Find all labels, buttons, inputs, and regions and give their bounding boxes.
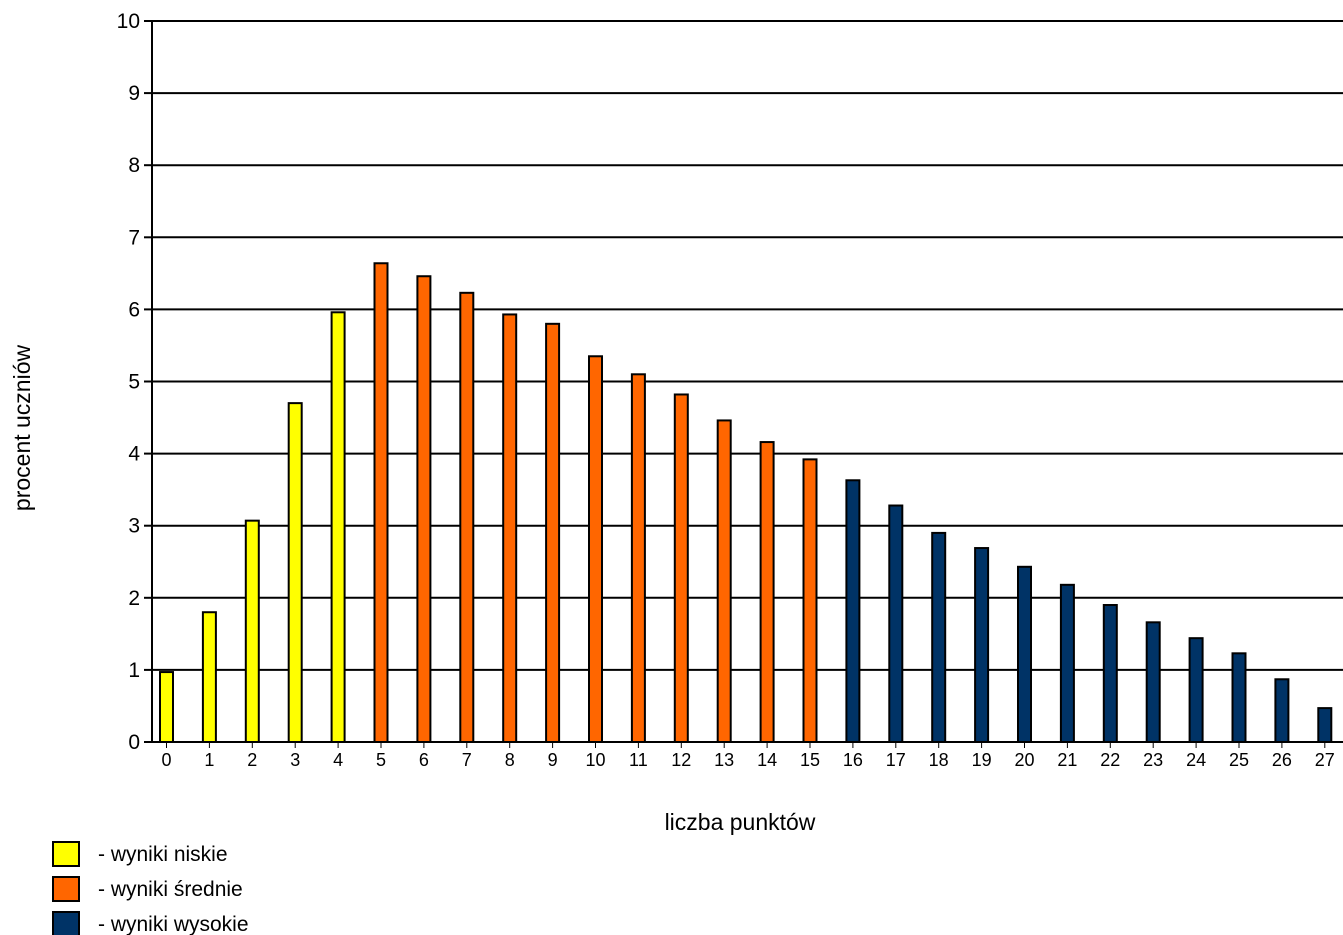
bar <box>845 479 861 743</box>
y-tick-label: 7 <box>128 226 140 249</box>
bar <box>330 311 346 743</box>
x-tick-label: 1 <box>204 750 214 770</box>
legend-label-low: - wyniki niskie <box>98 843 228 866</box>
legend-swatch-low <box>52 841 80 867</box>
x-tick-label: 6 <box>419 750 429 770</box>
bar <box>1231 652 1247 744</box>
bar <box>1145 621 1161 744</box>
bar <box>1017 565 1032 743</box>
x-tick-label: 0 <box>161 750 171 770</box>
bar <box>974 547 990 744</box>
bar <box>931 531 947 743</box>
legend-swatch-high <box>52 911 80 935</box>
y-tick-label: 8 <box>128 154 140 177</box>
x-tick-label: 5 <box>376 750 386 770</box>
bar <box>630 373 646 743</box>
y-axis-ticks: 0 1 2 3 4 5 6 7 8 9 10 <box>117 10 152 754</box>
bar <box>244 519 260 744</box>
x-tick-label: 14 <box>757 750 777 770</box>
x-tick-label: 13 <box>714 750 734 770</box>
bar <box>888 504 904 743</box>
bar <box>588 355 603 743</box>
x-tick-label: 8 <box>505 750 515 770</box>
y-tick-label: 2 <box>128 587 140 610</box>
x-tick-label: 7 <box>462 750 472 770</box>
x-tick-label: 26 <box>1272 750 1292 770</box>
bar <box>802 458 818 743</box>
bar <box>1188 637 1204 744</box>
x-tick-label: 9 <box>548 750 558 770</box>
x-tick-label: 16 <box>843 750 863 770</box>
x-axis-title: liczba punktów <box>665 809 816 835</box>
x-tick-label: 17 <box>886 750 906 770</box>
bar <box>1317 707 1333 743</box>
bar <box>716 419 732 743</box>
y-tick-label: 5 <box>128 371 140 394</box>
bar <box>287 402 303 743</box>
x-tick-label: 24 <box>1186 750 1206 770</box>
x-tick-label: 18 <box>929 750 949 770</box>
x-tick-label: 27 <box>1315 750 1335 770</box>
y-tick-label: 4 <box>128 443 140 466</box>
x-tick-label: 15 <box>800 750 820 770</box>
bar <box>673 393 689 743</box>
y-tick-label: 1 <box>128 659 140 682</box>
gridlines <box>152 20 1343 671</box>
y-axis-title: procent uczniów <box>9 345 35 512</box>
bar <box>545 322 561 743</box>
axes <box>151 21 1343 743</box>
x-tick-label: 19 <box>972 750 992 770</box>
bar <box>159 671 174 743</box>
bar <box>502 313 518 743</box>
x-tick-label: 2 <box>247 750 257 770</box>
y-tick-label: 0 <box>128 731 140 754</box>
bar <box>759 441 775 743</box>
legend-label-mid: - wyniki średnie <box>98 878 243 901</box>
x-tick-label: 12 <box>671 750 691 770</box>
y-tick-label: 9 <box>128 82 140 105</box>
x-tick-label: 3 <box>290 750 300 770</box>
bar <box>416 275 432 743</box>
y-tick-label: 10 <box>117 10 140 33</box>
y-tick-label: 3 <box>128 515 140 538</box>
x-tick-label: 10 <box>585 750 605 770</box>
x-tick-label: 11 <box>629 750 648 770</box>
x-tick-label: 23 <box>1143 750 1163 770</box>
y-tick-label: 6 <box>128 298 140 321</box>
bar <box>1059 583 1075 744</box>
x-tick-label: 25 <box>1229 750 1249 770</box>
x-tick-label: 21 <box>1057 750 1077 770</box>
x-tick-label: 4 <box>333 750 343 770</box>
legend-swatch-mid <box>52 876 80 902</box>
x-tick-label: 20 <box>1014 750 1034 770</box>
x-axis-ticks: 0 1 2 3 4 5 6 7 8 9 10 11 12 13 14 15 16 17 18 19 20 21 22 23 24… <box>161 742 1335 770</box>
bar <box>1274 678 1290 744</box>
bar <box>459 291 475 743</box>
legend: - wyniki niskie - wyniki średnie - wyniki … <box>52 841 249 935</box>
bar <box>373 262 389 743</box>
x-tick-label: 22 <box>1100 750 1120 770</box>
bar <box>1102 604 1118 744</box>
legend-label-high: - wyniki wysokie <box>98 913 249 935</box>
bar <box>201 611 217 743</box>
